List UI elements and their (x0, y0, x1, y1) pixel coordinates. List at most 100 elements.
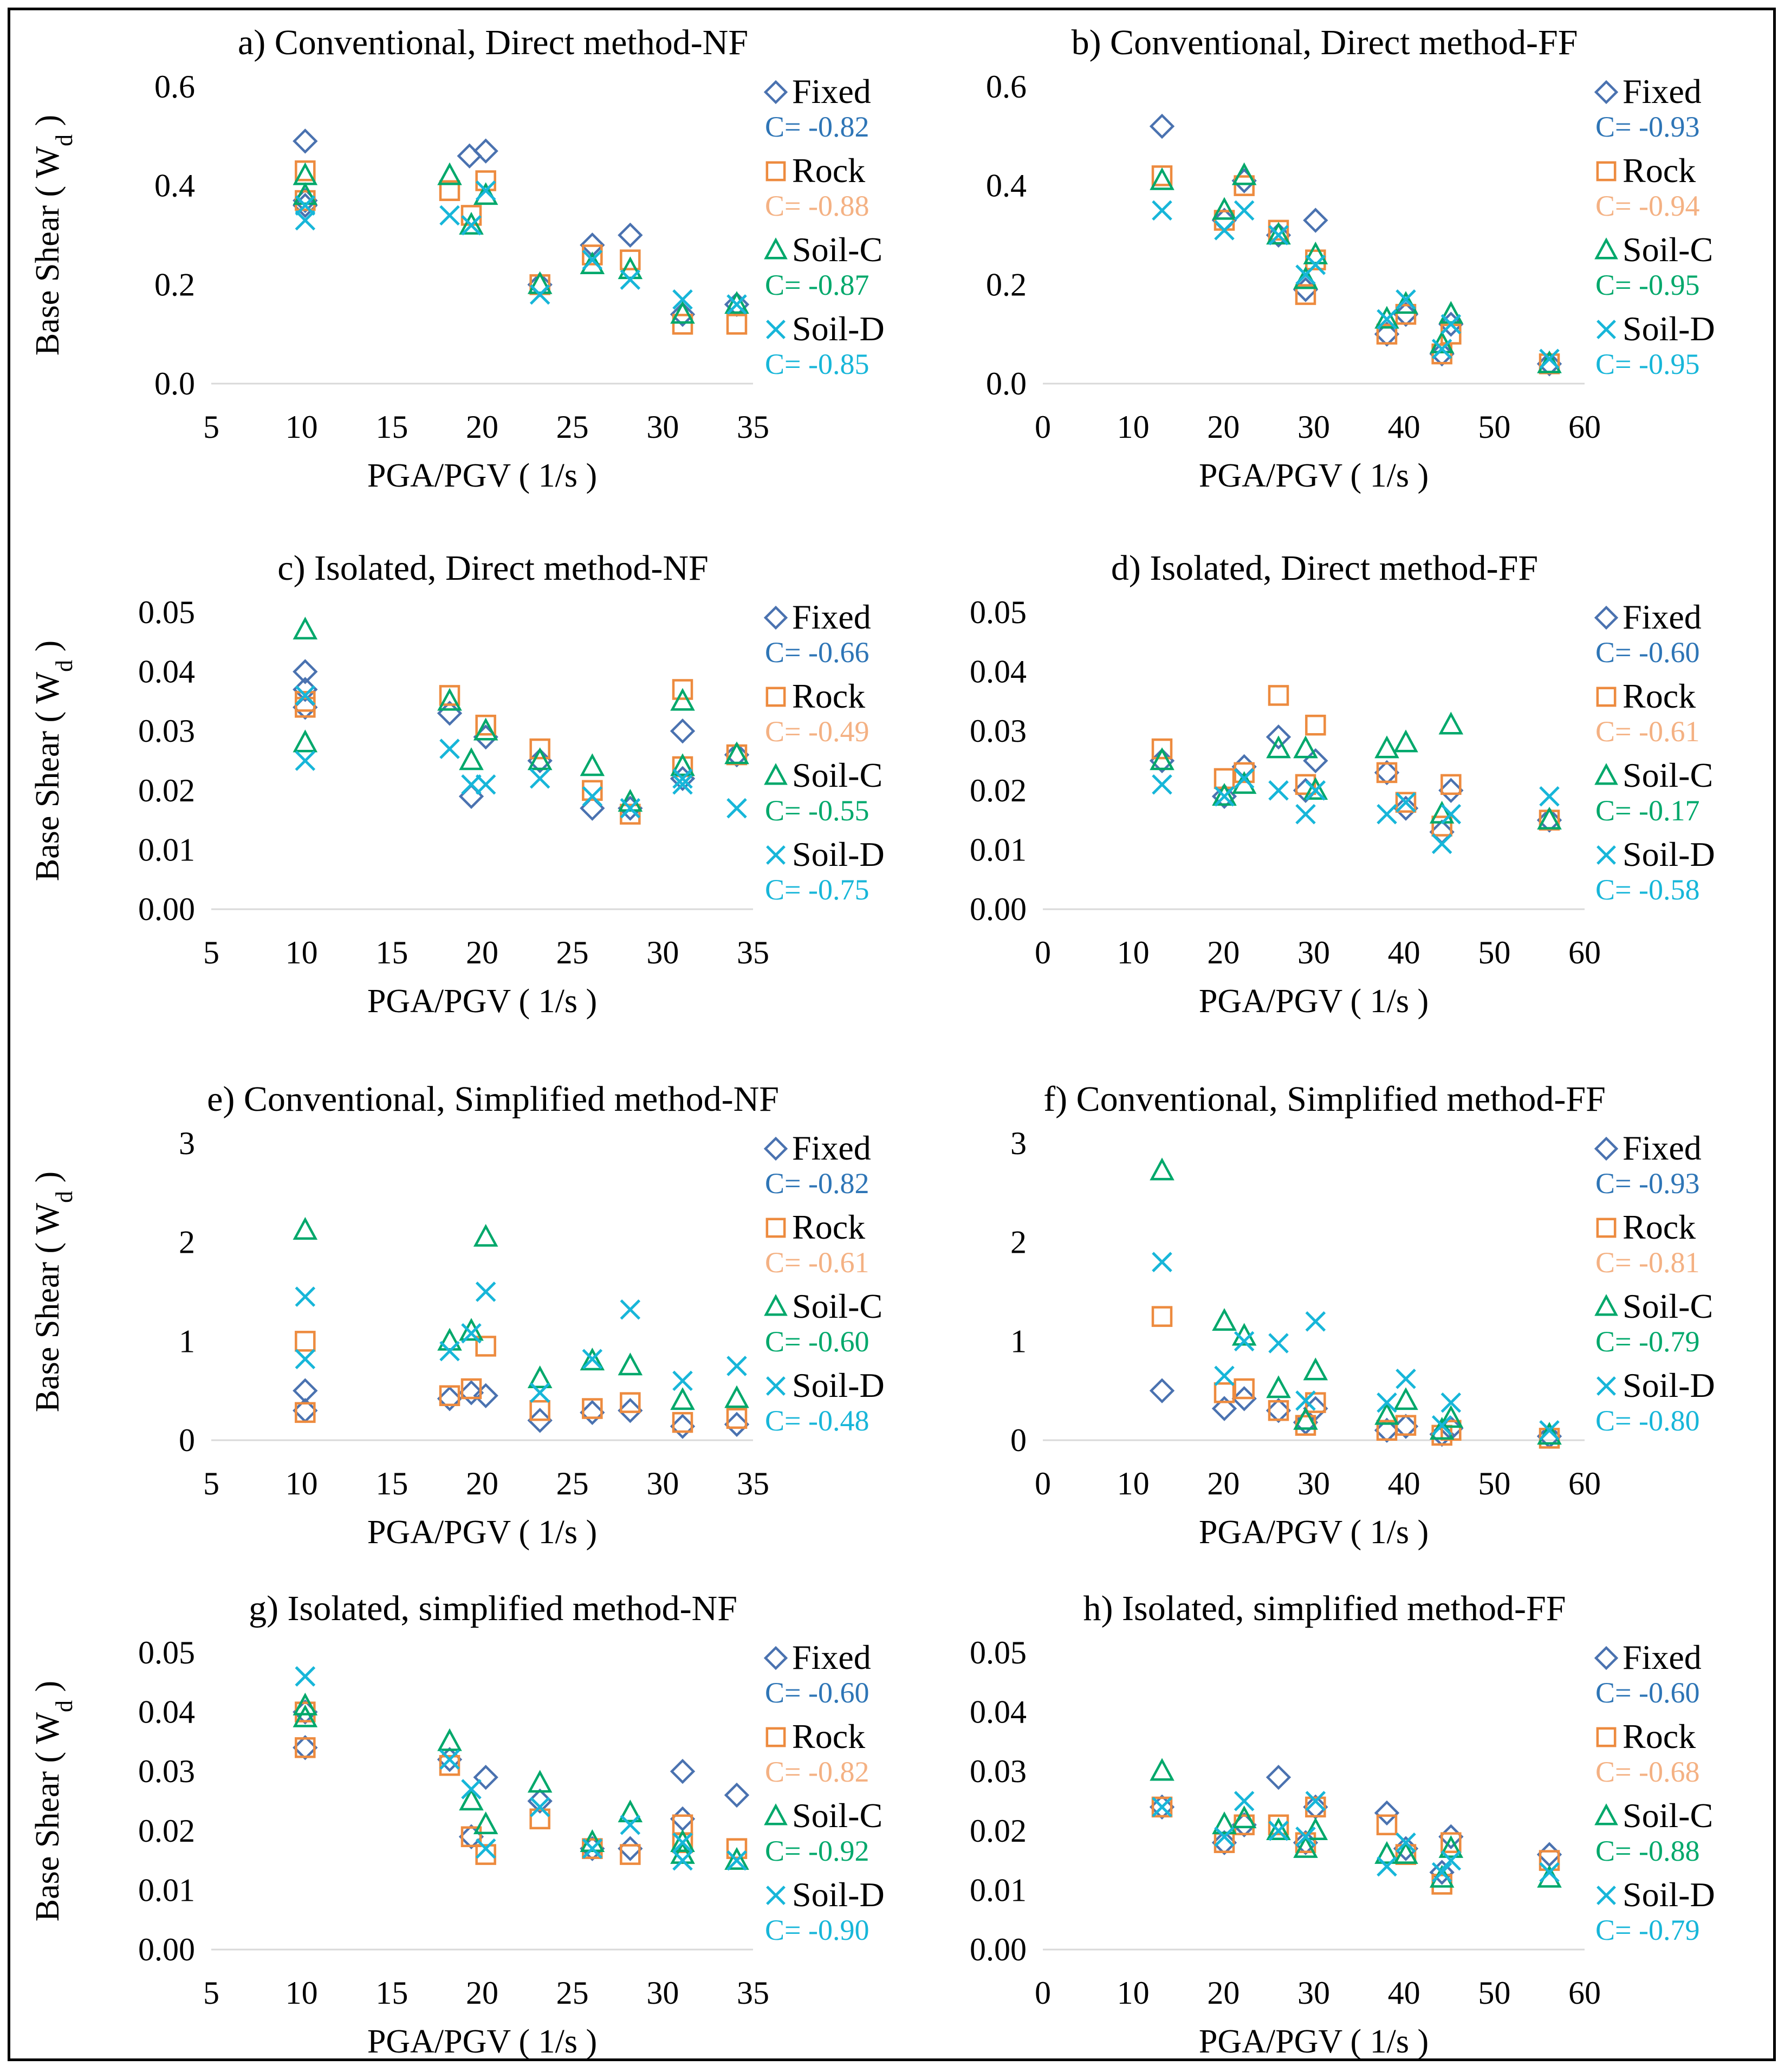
legend-correlation: C= -0.79 (1595, 1325, 1699, 1358)
x-tick-label: 30 (1297, 409, 1330, 445)
legend-series-name: Rock (1623, 677, 1696, 715)
data-point (1212, 1811, 1237, 1835)
legend-correlation: C= -0.95 (1595, 348, 1699, 380)
data-point (1234, 1791, 1255, 1811)
data-point (473, 1383, 498, 1408)
data-series (1151, 165, 1560, 374)
square-icon (765, 1727, 786, 1747)
data-point (618, 1836, 643, 1861)
data-point (1234, 200, 1255, 221)
data-point (726, 1838, 748, 1859)
data-point (1440, 1850, 1462, 1871)
x-tick-label: 50 (1478, 1466, 1510, 1501)
data-point (1431, 833, 1452, 854)
data-point (670, 718, 696, 744)
data-point (458, 1380, 484, 1406)
legend-series-name: Soil-C (792, 230, 882, 269)
y-tick-label: 0.02 (970, 1813, 1027, 1849)
triangle-icon (1594, 237, 1618, 260)
x-tick-label: 15 (375, 1466, 408, 1501)
y-tick-label: 0.01 (138, 832, 195, 867)
data-point (295, 1666, 316, 1687)
data-point (672, 774, 693, 795)
data-point (1440, 774, 1462, 795)
data-point (618, 222, 643, 248)
legend-series-name: Soil-D (1623, 1366, 1715, 1404)
y-tick-label: 0.05 (970, 594, 1027, 630)
y-tick-label: 0.02 (970, 773, 1027, 808)
data-point (1429, 1860, 1455, 1885)
data-point (475, 180, 496, 201)
data-point (620, 798, 641, 819)
chart-title: b) Conventional, Direct method-FF (1072, 23, 1578, 62)
data-point (437, 1328, 462, 1351)
data-point (1295, 1826, 1316, 1847)
x-icon (1597, 845, 1616, 865)
data-point (1438, 312, 1464, 337)
y-tick-label: 0 (1010, 1422, 1027, 1458)
data-point (1212, 197, 1237, 220)
data-point (439, 180, 460, 202)
x-tick-label: 15 (375, 1975, 408, 2011)
chart-panel: f) Conventional, Simplified method-FF0 10… (1010, 1079, 1715, 1551)
diamond-icon (763, 605, 788, 630)
data-point (580, 753, 605, 776)
data-point (1214, 786, 1235, 807)
data-point (439, 1754, 460, 1776)
data-point (726, 1850, 747, 1871)
data-point (461, 774, 482, 795)
data-point (293, 677, 318, 702)
legend-correlation: C= -0.93 (1595, 1167, 1699, 1200)
legend-series-name: Soil-D (1623, 309, 1715, 348)
legend-correlation: C= -0.17 (1595, 794, 1699, 827)
data-point (1234, 1378, 1255, 1400)
data-point (1149, 1378, 1175, 1403)
legend-correlation: C= -0.80 (1595, 1404, 1699, 1437)
data-point (1214, 220, 1235, 241)
data-point (1536, 807, 1562, 833)
chart-panel: a) Conventional, Direct method-NF 5 10 15 20… (29, 23, 885, 494)
x-tick-label: 40 (1388, 409, 1420, 445)
data-point (1293, 735, 1318, 759)
data-point (582, 1398, 603, 1419)
data-series (293, 1217, 749, 1410)
data-point (1395, 303, 1417, 325)
legend-series-name: Rock (792, 1717, 865, 1756)
x-tick-label: 10 (1117, 1466, 1150, 1501)
data-point (1303, 1357, 1328, 1381)
x-tick-label: 0 (1035, 935, 1051, 970)
data-point (582, 249, 603, 270)
data-point (726, 798, 747, 819)
x-tick-label: 20 (1207, 409, 1240, 445)
data-series (1149, 724, 1562, 845)
data-point (670, 688, 695, 711)
data-point (1149, 113, 1175, 139)
data-point (458, 784, 484, 809)
data-point (1438, 711, 1464, 735)
data-point (459, 212, 484, 235)
data-point (1150, 1758, 1174, 1781)
x-axis-label: PGA/PGV ( 1/s ) (1199, 457, 1429, 494)
y-axis-label: Base Shear ( Wd ) (29, 1171, 77, 1412)
x-tick-label: 30 (646, 1975, 679, 2011)
x-tick-label: 20 (466, 935, 498, 970)
legend-correlation: C= -0.82 (765, 1167, 869, 1200)
x-tick-label: 35 (737, 1975, 769, 2011)
x-tick-label: 20 (466, 1466, 498, 1501)
legend-series-name: Rock (1623, 1717, 1696, 1756)
legend-series-name: Soil-D (792, 309, 885, 348)
data-point (724, 1385, 749, 1408)
x-tick-label: 30 (646, 409, 679, 445)
data-point (1151, 738, 1173, 760)
data-point (1152, 200, 1172, 221)
x-tick-label: 60 (1568, 1975, 1601, 2011)
data-point (726, 294, 747, 315)
triangle-icon (1594, 1803, 1618, 1825)
chart-title: g) Isolated, simplified method-NF (249, 1589, 737, 1628)
x-axis-label: PGA/PGV ( 1/s ) (1199, 2023, 1429, 2060)
data-point (1231, 162, 1257, 185)
legend-series-name: Soil-C (1623, 756, 1713, 794)
legend-series-name: Soil-C (792, 1796, 882, 1835)
x-tick-label: 40 (1388, 1975, 1420, 2011)
x-icon (766, 320, 786, 339)
